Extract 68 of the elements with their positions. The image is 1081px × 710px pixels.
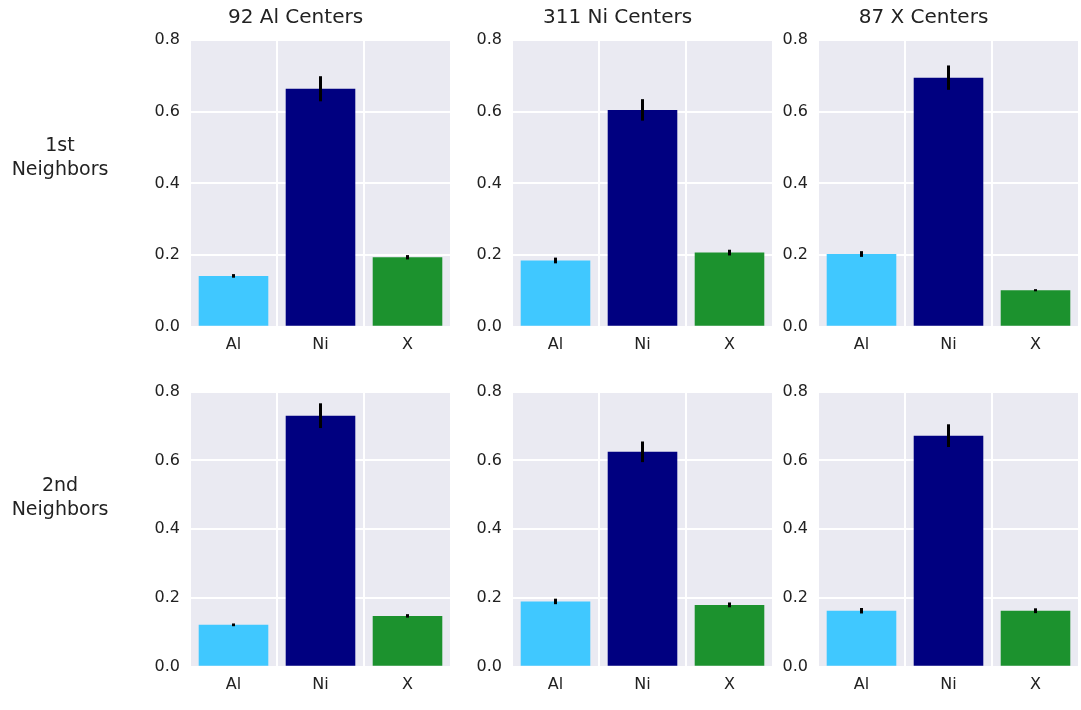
- y-tick-label: 0.8: [476, 380, 502, 400]
- x-tick-label: Al: [547, 673, 564, 693]
- bar: [694, 604, 765, 666]
- y-tick-label: 0.4: [476, 518, 502, 538]
- y-tick-label: 0.0: [782, 655, 808, 675]
- y-tick-label: 0.4: [782, 518, 808, 538]
- y-tick-label: 0.4: [476, 172, 502, 192]
- x-tick-label: X: [724, 673, 736, 693]
- x-tick-label: Al: [853, 673, 870, 693]
- y-tick-label: 0.0: [476, 655, 502, 675]
- bar: [198, 275, 269, 326]
- x-tick-label: Ni: [940, 673, 957, 693]
- y-tick-label: 0.0: [476, 315, 502, 335]
- y-tick-label: 0.6: [476, 100, 502, 120]
- bar: [372, 615, 443, 666]
- x-tick-label: Ni: [634, 333, 651, 353]
- bar: [372, 257, 443, 326]
- x-tick-label: X: [724, 333, 736, 353]
- x-tick-label: Al: [547, 333, 564, 353]
- x-tick-label: Al: [225, 673, 242, 693]
- x-tick-label: X: [402, 333, 414, 353]
- y-tick-label: 0.6: [154, 100, 180, 120]
- y-tick-label: 0.0: [154, 315, 180, 335]
- bar: [520, 601, 591, 666]
- y-tick-label: 0.2: [476, 587, 502, 607]
- y-tick-label: 0.6: [782, 100, 808, 120]
- x-tick-label: Ni: [312, 333, 329, 353]
- x-tick-label: X: [1030, 673, 1042, 693]
- y-tick-label: 0.8: [154, 29, 180, 49]
- y-tick-label: 0.4: [154, 172, 180, 192]
- y-tick-label: 0.8: [782, 380, 808, 400]
- x-tick-label: Al: [225, 333, 242, 353]
- bar: [285, 88, 356, 326]
- y-tick-label: 0.8: [782, 29, 808, 49]
- y-tick-label: 0.4: [782, 172, 808, 192]
- bar: [607, 109, 678, 326]
- bar: [1000, 290, 1071, 326]
- y-tick-label: 0.4: [154, 518, 180, 538]
- chart-title: 311 Ni Centers: [542, 4, 693, 29]
- y-tick-label: 0.6: [154, 449, 180, 469]
- x-tick-label: X: [402, 673, 414, 693]
- bar: [198, 624, 269, 666]
- y-tick-label: 0.8: [476, 29, 502, 49]
- bar: [607, 451, 678, 666]
- y-tick-label: 0.6: [476, 449, 502, 469]
- y-axis-title: 1st Neighbors: [10, 132, 110, 180]
- y-tick-label: 0.2: [154, 244, 180, 264]
- bar: [913, 77, 984, 326]
- chart-title: 92 Al Centers: [227, 4, 364, 29]
- x-tick-label: Ni: [312, 673, 329, 693]
- bar: [285, 415, 356, 666]
- y-tick-label: 0.6: [782, 449, 808, 469]
- bar: [826, 254, 897, 326]
- x-tick-label: Ni: [634, 673, 651, 693]
- y-tick-label: 0.8: [154, 380, 180, 400]
- y-tick-label: 0.0: [154, 655, 180, 675]
- bar: [694, 252, 765, 326]
- x-tick-label: Ni: [940, 333, 957, 353]
- y-tick-label: 0.2: [154, 587, 180, 607]
- y-axis-title: 2nd Neighbors: [10, 472, 110, 520]
- x-tick-label: X: [1030, 333, 1042, 353]
- y-tick-label: 0.0: [782, 315, 808, 335]
- y-tick-label: 0.2: [782, 587, 808, 607]
- chart-title: 87 X Centers: [858, 4, 989, 29]
- x-tick-label: Al: [853, 333, 870, 353]
- y-tick-label: 0.2: [782, 244, 808, 264]
- bar: [520, 260, 591, 326]
- y-tick-label: 0.2: [476, 244, 502, 264]
